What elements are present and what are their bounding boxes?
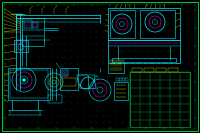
Bar <box>110 60 112 63</box>
Bar <box>132 68 142 72</box>
Bar <box>114 82 128 100</box>
Bar <box>10 70 48 98</box>
Bar <box>125 78 128 80</box>
Bar <box>119 78 122 80</box>
Bar <box>144 68 154 72</box>
Bar <box>116 60 118 63</box>
Bar <box>60 68 78 90</box>
Bar <box>119 60 121 63</box>
Bar <box>156 68 166 72</box>
Bar <box>62 70 68 76</box>
Bar <box>113 60 115 63</box>
Bar <box>22 18 44 46</box>
Bar <box>110 10 135 38</box>
Bar <box>130 72 190 127</box>
Bar <box>8 68 50 100</box>
Bar <box>112 58 176 62</box>
Bar <box>16 42 26 50</box>
Bar <box>26 22 30 26</box>
Bar <box>108 63 124 73</box>
Bar <box>168 68 178 72</box>
Bar <box>14 40 28 52</box>
Bar <box>116 78 118 80</box>
Bar <box>122 78 124 80</box>
Bar <box>48 95 62 103</box>
Bar <box>122 60 124 63</box>
Bar <box>62 78 76 86</box>
Bar <box>108 8 180 63</box>
Bar <box>32 22 38 28</box>
Circle shape <box>22 78 26 82</box>
Bar <box>140 10 175 38</box>
Bar <box>24 20 32 28</box>
